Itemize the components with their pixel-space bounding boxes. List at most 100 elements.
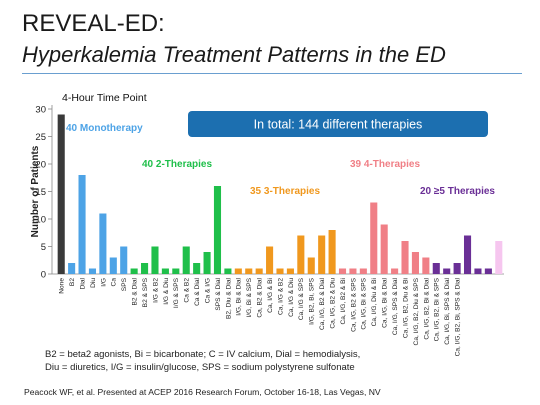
bar [297,235,305,274]
y-tick-label: 30 [35,105,46,116]
bar [68,263,76,274]
total-banner [188,111,488,137]
bar [266,246,274,274]
x-tick-label: Ca & I/G [204,278,211,303]
x-tick-label: Ca, I/G, B2 & SPS [350,277,357,331]
bar [99,213,107,274]
bar [474,268,482,274]
x-tick-label: I/G [100,278,107,287]
bar [255,268,263,274]
citation: Peacock WF, et al. Presented at ACEP 201… [24,387,381,397]
bar [318,235,326,274]
bar [359,268,367,274]
footnote-line-1: B2 = beta2 agonists, Bi = bicarbonate; C… [45,349,361,360]
x-tick-label: SPS [121,277,128,291]
bar [422,257,430,274]
bar [245,268,253,274]
y-tick-label: 5 [41,242,46,253]
y-tick-label: 0 [41,270,46,281]
bar [57,114,65,274]
bar [307,257,315,274]
y-axis-label: Number of Patients [30,145,41,237]
x-tick-label: Ca, I/G, Bi, SPS & Dial [444,277,451,344]
bar [453,263,461,274]
bar [151,246,159,274]
bar [276,268,284,274]
x-tick-label: I/G & SPS [173,277,180,308]
bar [286,268,294,274]
bar [109,257,117,274]
bar [213,186,222,274]
bar [338,268,347,274]
bar [78,175,86,274]
bar [401,241,409,274]
bar [391,268,399,274]
x-tick-label: Ca & Dial [194,277,201,305]
x-tick-label: Ca, I/G, B2, Bi, SPS & Dial [455,277,462,356]
y-tick-label: 10 [35,215,46,226]
x-tick-label: B2 & Dial [132,277,139,305]
bar [443,268,451,274]
bar [224,268,232,274]
x-tick-label: B2 & SPS [142,277,149,307]
group-annotation: 20 ≥5 Therapies [420,186,495,197]
y-tick-label: 15 [35,187,46,198]
x-tick-label: Ca, I/G & SPS [298,277,305,320]
bar [141,263,149,274]
x-tick-label: I/G & Diu [163,278,170,305]
bar [172,268,180,274]
x-tick-label: Ca, B2 & Dial [257,277,264,317]
slide-title: REVEAL-ED: [22,10,165,37]
title-divider [22,73,522,74]
x-tick-label: Ca, I/G, B2, Diu & Bi [402,277,409,338]
bar [88,268,97,274]
x-tick-label: B2, Diu & Dial [225,277,232,319]
x-tick-label: B2 [69,278,76,286]
bar [484,268,492,274]
chart-title: 4-Hour Time Point [62,92,147,104]
bar [349,268,357,274]
bar [182,246,190,274]
bar [432,263,440,274]
bar [370,202,378,274]
group-annotation: 39 4-Therapies [350,159,420,170]
x-tick-label: Ca, I/G, Bi & SPS [361,277,368,329]
x-tick-label: Ca, I/G, SPS & Dial [392,277,399,335]
x-tick-label: Ca, I/G & Diu [288,278,295,317]
total-banner-text: In total: 144 different therapies [254,118,423,132]
bar [203,252,211,274]
x-tick-label: I/G, Bi & Dial [236,277,243,315]
x-tick-label: Ca & B2 [184,278,191,303]
x-tick-label: Ca [111,278,118,287]
bar [120,246,128,274]
x-tick-label: None [59,278,66,294]
x-tick-label: I/G & B2 [152,278,159,303]
x-tick-label: I/G, B2, Bi, SPS [309,277,316,325]
x-tick-label: Ca, I/G, B2, Bi & Dial [423,277,430,339]
bar [161,268,169,274]
x-tick-label: Diu [90,278,97,288]
x-tick-label: Ca, I/G & Bi [267,277,274,312]
group-annotation: 35 3-Therapies [250,186,320,197]
bar [130,268,138,274]
bar [193,263,201,274]
x-tick-label: Ca, I/G & B2 [277,278,284,315]
bar [328,230,336,274]
x-tick-label: Ca, I/G, B2 & Bi [340,277,347,324]
footnote-line-2: Diu = diuretics, I/G = insulin/glucose, … [45,362,355,373]
bar [495,241,503,274]
x-tick-label: SPS & Dial [215,277,222,310]
x-tick-label: Ca, I/G, B2 & Diu [329,278,336,329]
slide-subtitle: Hyperkalemia Treatment Patterns in the E… [22,42,446,67]
x-tick-label: Dial [79,277,86,289]
x-tick-label: Ca, I/G, Diu & Bi [371,277,378,326]
bar [380,224,388,274]
abbreviation-footnote: B2 = beta2 agonists, Bi = bicarbonate; C… [45,348,360,374]
x-tick-label: Ca, I/G, B2, Diu & SPS [413,277,420,345]
group-annotation: 40 2-Therapies [142,159,212,170]
x-tick-label: Ca, I/G, B2 & Dial [319,277,326,330]
x-tick-label: Ca, I/G, Bi & Dial [382,277,389,327]
bar [463,235,472,274]
y-tick-label: 20 [35,160,46,171]
